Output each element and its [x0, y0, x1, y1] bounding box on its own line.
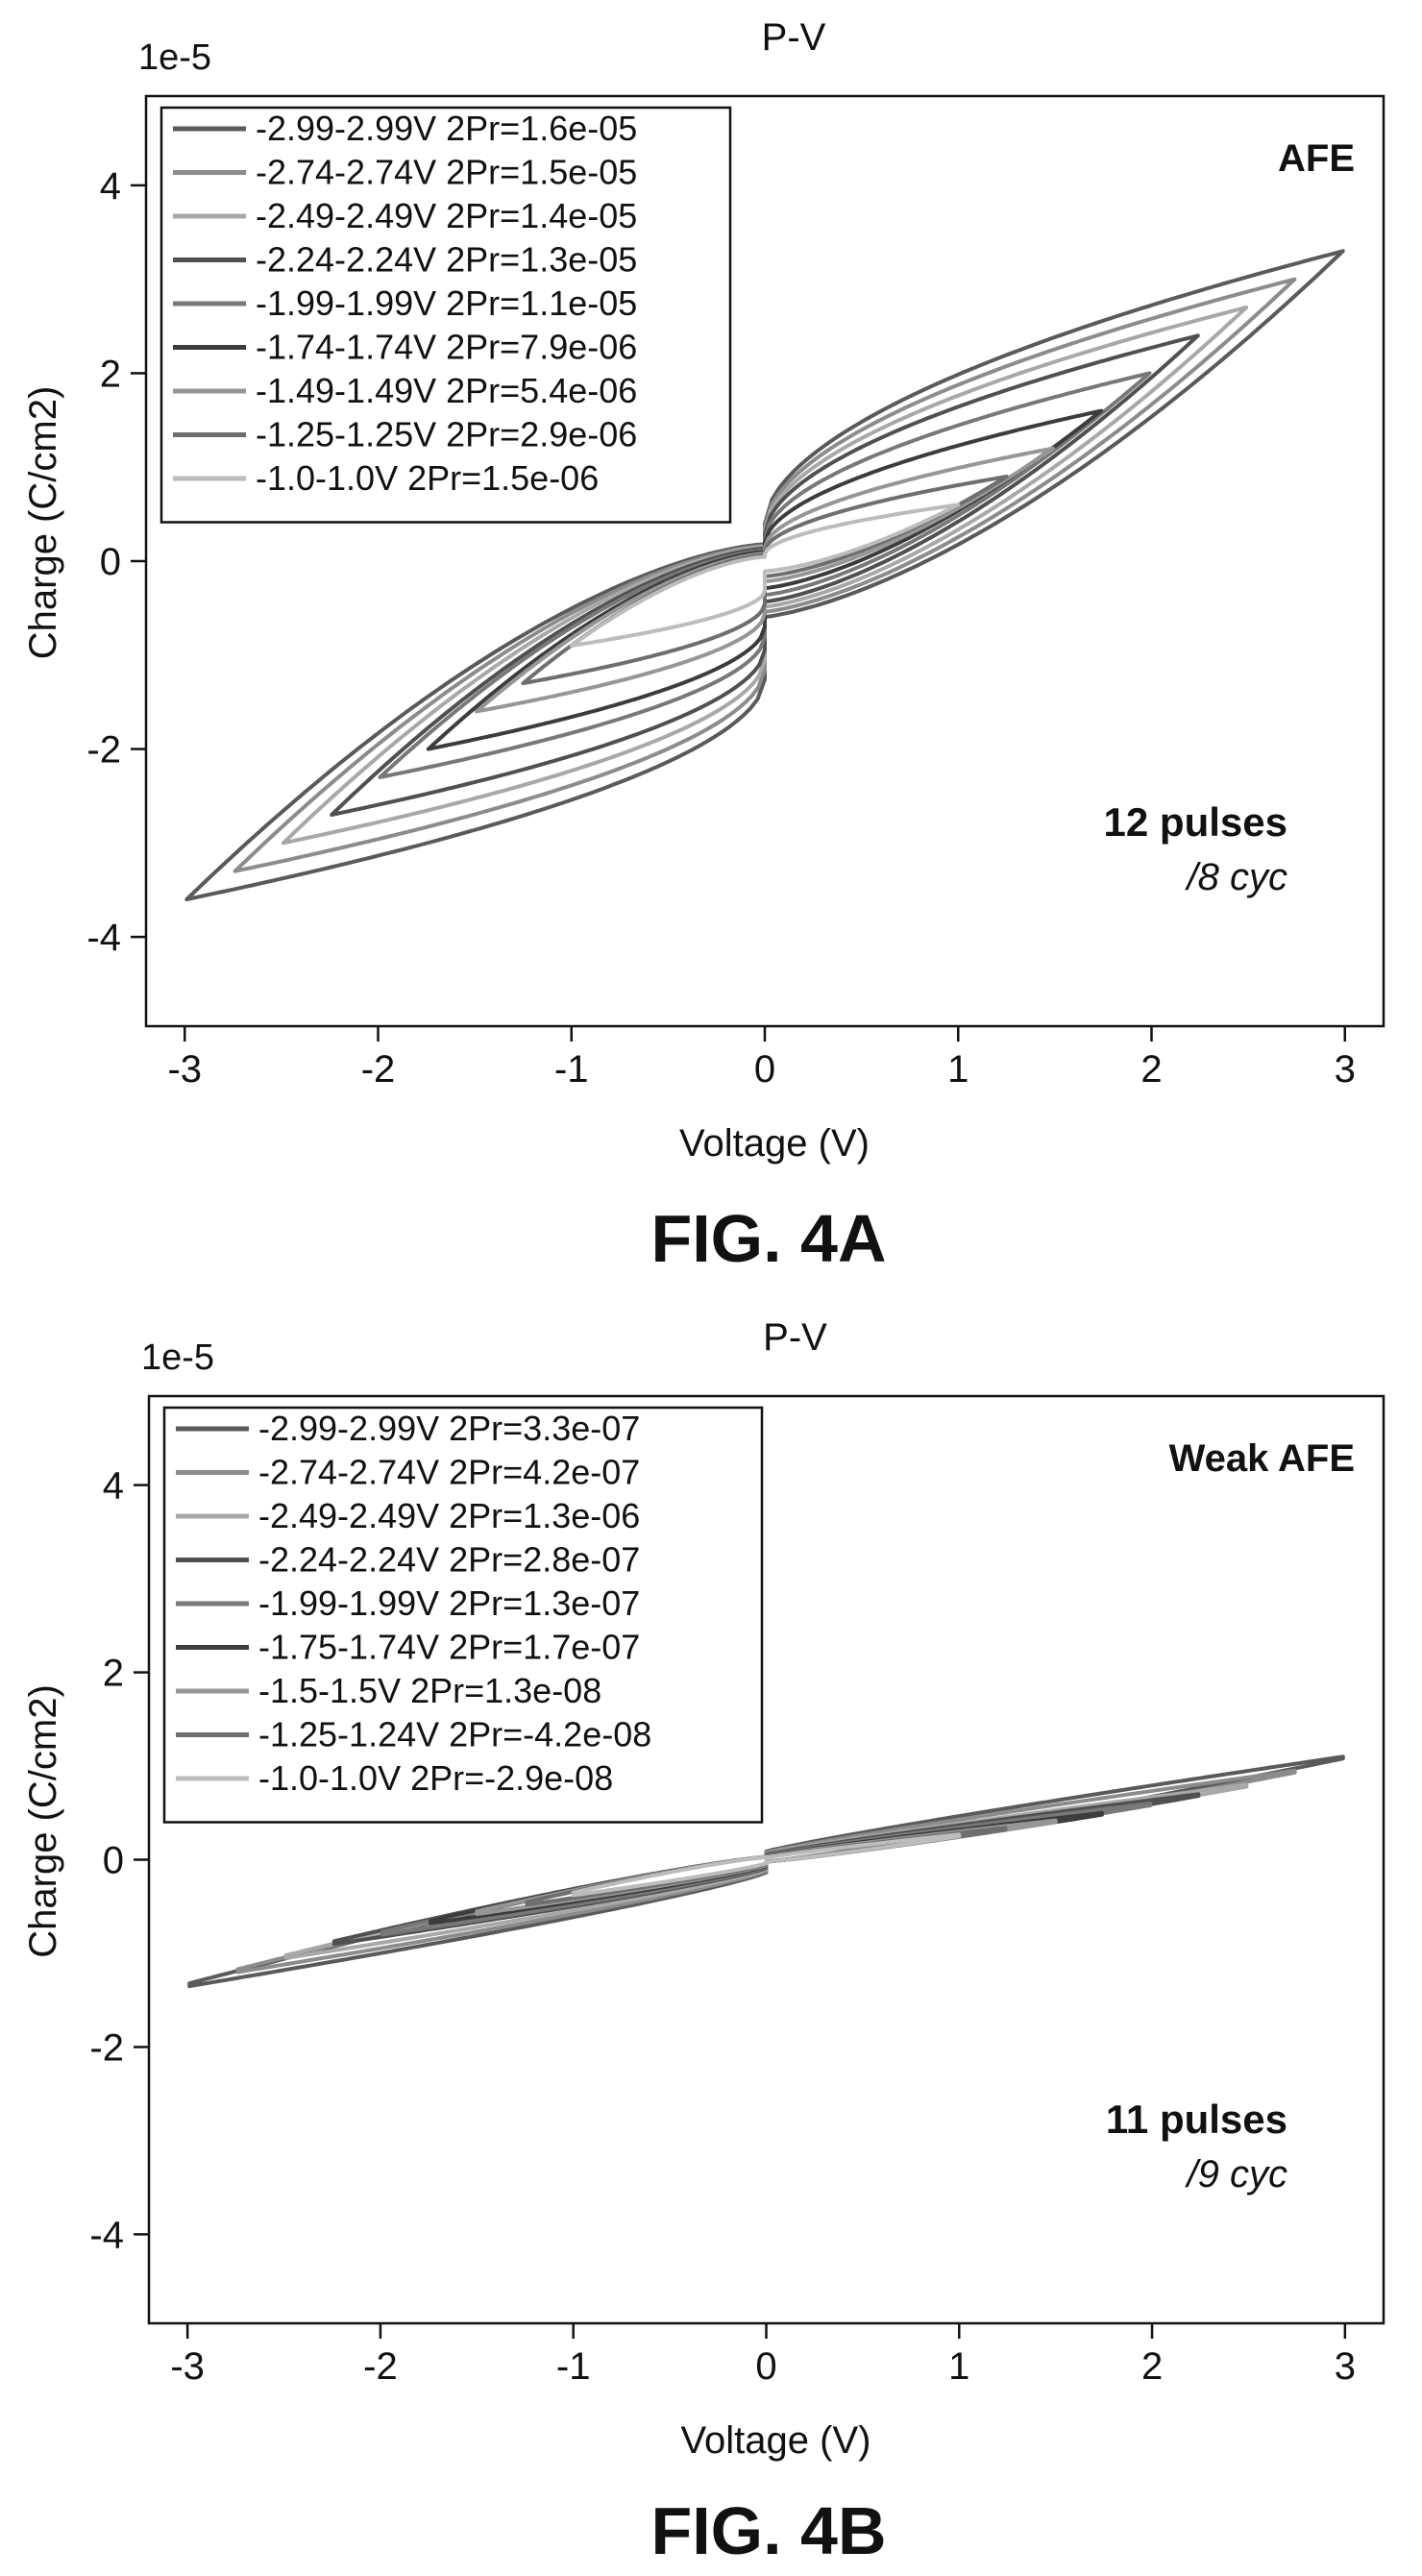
- legend-entry: -1.25-1.24V 2Pr=-4.2e-08: [258, 1715, 651, 1754]
- figure-label: FIG. 4B: [650, 2493, 886, 2568]
- legend: -2.99-2.99V 2Pr=3.3e-07 -2.74-2.74V 2Pr=4…: [162, 1406, 764, 1824]
- curves: [184, 249, 1345, 901]
- y-multiplier-label: 1e-5: [138, 37, 211, 78]
- pulses-annotation: 11 pulses: [1106, 2097, 1287, 2142]
- x-tick-label: 0: [755, 2345, 776, 2388]
- series-line: [233, 277, 1297, 873]
- series-line: [184, 249, 1345, 901]
- annotations: AFE 12 pulses/8 cyc: [1104, 137, 1355, 898]
- y-tick-label: 4: [103, 1465, 124, 1508]
- series-line: [281, 306, 1249, 846]
- x-tick-label: -3: [167, 1048, 202, 1091]
- x-tick-label: -2: [361, 1048, 396, 1091]
- y-tick-label: 4: [100, 165, 121, 208]
- y-axis-label: Charge (C/cm2): [22, 1684, 64, 1958]
- y-axis: -4 -2 0 2 4: [89, 1465, 149, 2256]
- x-tick-label: -2: [363, 2345, 398, 2388]
- series-line: [378, 371, 1152, 779]
- chart-panel-a: P-V 1e-5 -3 -2 -1 0 1 2 3 -4 -2 0 2 4 Voltage (V) Charg…: [22, 16, 1385, 1276]
- legend-frame: [159, 106, 732, 524]
- material-annotation: Weak AFE: [1169, 1437, 1355, 1480]
- x-tick-label: -3: [170, 2345, 205, 2388]
- y-tick-label: 2: [103, 1653, 124, 1695]
- legend-entry: -2.49-2.49V 2Pr=1.3e-06: [258, 1496, 640, 1535]
- annotations: Weak AFE 11 pulses/9 cyc: [1106, 1437, 1355, 2196]
- legend-entry: -1.0-1.0V 2Pr=-2.9e-08: [258, 1758, 613, 1798]
- y-tick-label: -2: [89, 2026, 124, 2069]
- legend-entry: -1.75-1.74V 2Pr=1.7e-07: [258, 1628, 640, 1667]
- legend-entry: -2.49-2.49V 2Pr=1.4e-05: [256, 196, 637, 235]
- x-tick-label: 2: [1140, 1048, 1162, 1091]
- legend-entry: -2.24-2.24V 2Pr=1.3e-05: [256, 240, 637, 280]
- legend-entry: -1.25-1.25V 2Pr=2.9e-06: [256, 415, 637, 454]
- legend-entry: -2.99-2.99V 2Pr=3.3e-07: [258, 1409, 640, 1448]
- figure-label: FIG. 4A: [650, 1201, 886, 1276]
- x-axis: -3 -2 -1 0 1 2 3: [167, 1026, 1356, 1091]
- y-multiplier-label: 1e-5: [141, 1337, 214, 1378]
- series-line: [330, 333, 1200, 817]
- x-tick-label: 1: [947, 1048, 968, 1091]
- y-tick-label: 0: [103, 1840, 124, 1882]
- x-axis: -3 -2 -1 0 1 2 3: [170, 2323, 1356, 2388]
- series-line: [475, 446, 1055, 714]
- series-line: [569, 503, 961, 648]
- y-tick-label: -2: [86, 729, 121, 772]
- x-tick-label: 0: [754, 1048, 775, 1091]
- x-tick-label: -1: [554, 1048, 589, 1091]
- y-tick-label: 2: [100, 353, 121, 395]
- x-tick-label: 3: [1335, 2345, 1356, 2388]
- x-axis-label: Voltage (V): [681, 2419, 871, 2462]
- x-tick-label: -1: [556, 2345, 591, 2388]
- legend-entry: -2.24-2.24V 2Pr=2.8e-07: [258, 1540, 640, 1580]
- chart-panel-b: P-V 1e-5 -3 -2 -1 0 1 2 3 -4 -2 0 2 4 Voltage (V) Charg…: [22, 1316, 1385, 2568]
- y-tick-label: 0: [100, 541, 121, 583]
- x-axis-label: Voltage (V): [679, 1122, 870, 1165]
- x-tick-label: 3: [1335, 1048, 1356, 1091]
- legend-entry: -1.0-1.0V 2Pr=1.5e-06: [256, 458, 599, 498]
- x-tick-label: 1: [948, 2345, 969, 2388]
- chart-title: P-V: [763, 1316, 827, 1359]
- y-tick-label: -4: [89, 2214, 124, 2256]
- legend-entry: -1.99-1.99V 2Pr=1.3e-07: [258, 1583, 640, 1623]
- legend-entry: -2.74-2.74V 2Pr=1.5e-05: [256, 153, 637, 192]
- legend-entry: -1.74-1.74V 2Pr=7.9e-06: [256, 328, 637, 367]
- y-tick-label: -4: [86, 917, 121, 959]
- chart-title: P-V: [762, 16, 826, 59]
- curves: [187, 1754, 1345, 1989]
- legend: -2.99-2.99V 2Pr=1.6e-05 -2.74-2.74V 2Pr=1…: [159, 106, 732, 524]
- cycles-annotation: /9 cyc: [1185, 2153, 1287, 2196]
- legend-entry: -2.74-2.74V 2Pr=4.2e-07: [258, 1453, 640, 1492]
- material-annotation: AFE: [1278, 137, 1355, 180]
- y-axis-label: Charge (C/cm2): [22, 386, 64, 660]
- series-line: [571, 1832, 962, 1898]
- x-tick-label: 2: [1141, 2345, 1163, 2388]
- legend-entry: -1.49-1.49V 2Pr=5.4e-06: [256, 371, 637, 410]
- legend-entry: -1.99-1.99V 2Pr=1.1e-05: [256, 283, 637, 323]
- legend-frame: [162, 1406, 764, 1824]
- legend-entry: -1.5-1.5V 2Pr=1.3e-08: [258, 1671, 601, 1710]
- legend-entry: -2.99-2.99V 2Pr=1.6e-05: [256, 109, 637, 148]
- cycles-annotation: /8 cyc: [1185, 856, 1287, 898]
- pulses-annotation: 12 pulses: [1104, 799, 1287, 845]
- series-line: [426, 408, 1104, 751]
- y-axis: -4 -2 0 2 4: [86, 165, 146, 959]
